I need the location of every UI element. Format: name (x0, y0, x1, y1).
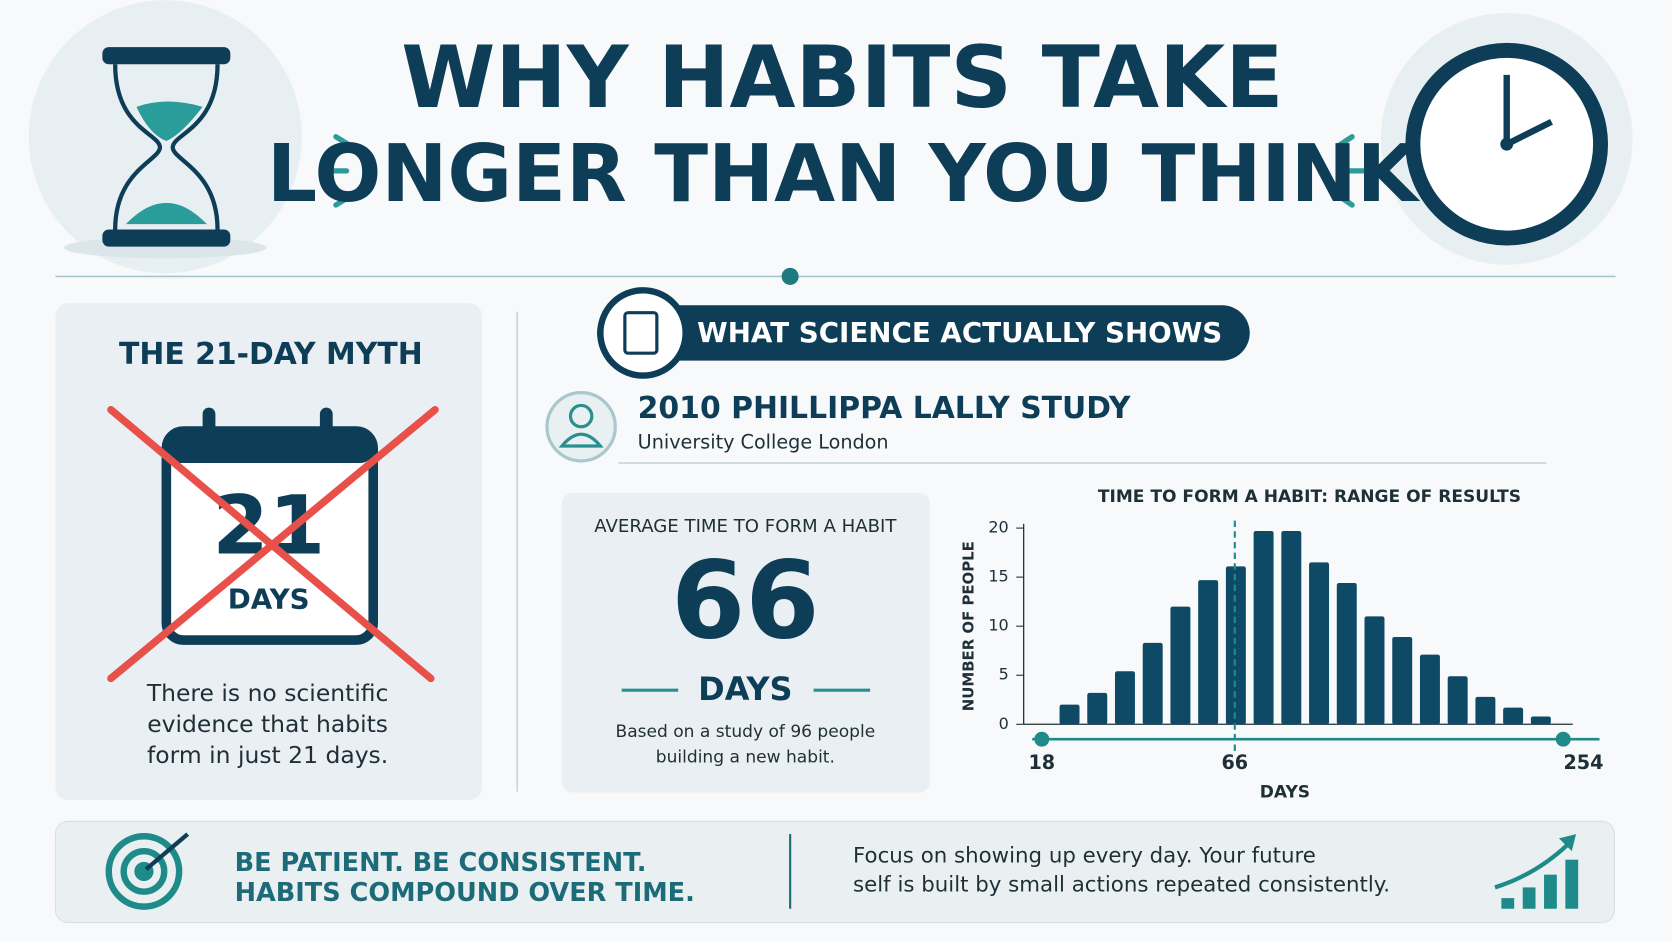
myth-text: There is no scientific (146, 679, 389, 707)
person-icon (558, 432, 604, 448)
target-icon (105, 832, 190, 910)
clipboard-icon (623, 311, 659, 355)
average-card (561, 492, 930, 793)
bar (1336, 583, 1357, 725)
calendar-unit: DAYS (228, 583, 310, 616)
title-line: LONGER THAN YOU THINK (267, 128, 1421, 220)
y-tick-label: 20 (988, 518, 1008, 537)
calendar-number: 21 (212, 480, 325, 574)
footer-headline: HABITS COMPOUND OVER TIME. (235, 878, 695, 908)
bar (1253, 531, 1274, 725)
bar (1447, 676, 1468, 725)
bar (1392, 636, 1413, 725)
growth-icon (1494, 834, 1579, 909)
cross (107, 405, 439, 683)
hourglass-icon (28, 0, 302, 274)
x-marker-label: 66 (1221, 751, 1248, 774)
average-value: 66 (671, 539, 819, 663)
x-marker-label: 254 (1563, 751, 1603, 774)
study-title: 2010 PHILLIPPA LALLY STUDY (638, 391, 1131, 426)
bar (1114, 671, 1135, 725)
y-axis-label: NUMBER OF PEOPLE (959, 541, 977, 711)
bar (1503, 707, 1524, 725)
science-banner-text: WHAT SCIENCE ACTUALLY SHOWS (697, 316, 1222, 349)
y-tick-label: 5 (999, 665, 1009, 684)
title-accents (322, 134, 1366, 208)
clock-icon (1380, 13, 1633, 265)
bar (1419, 654, 1440, 725)
chart-title: TIME TO FORM A HABIT: RANGE OF RESULTS (1098, 487, 1521, 507)
bar (1170, 606, 1191, 725)
title-line: WHY HABITS TAKE (401, 29, 1283, 128)
bar (1281, 531, 1302, 725)
range-dot (1034, 731, 1050, 747)
study-source: University College London (638, 430, 889, 453)
y-tick-label: 15 (988, 567, 1008, 586)
bar (1198, 580, 1219, 725)
average-note: building a new habit. (656, 747, 835, 767)
bar (1475, 696, 1496, 725)
histogram: 0 5 10 15 20 18 66 254 (988, 518, 1603, 775)
bar (1142, 642, 1163, 725)
y-tick-label: 10 (988, 616, 1008, 635)
average-label: AVERAGE TIME TO FORM A HABIT (594, 516, 897, 537)
y-tick-label: 0 (999, 714, 1009, 733)
bar (1087, 692, 1108, 725)
x-axis-label: DAYS (1260, 783, 1310, 803)
myth-title: THE 21-DAY MYTH (119, 337, 423, 372)
person-icon (568, 403, 594, 429)
bar (1530, 716, 1551, 725)
myth-text: form in just 21 days. (147, 741, 388, 769)
myth-text: evidence that habits (147, 710, 388, 738)
footer-headline: BE PATIENT. BE CONSISTENT. (235, 848, 647, 878)
bar (1364, 616, 1385, 725)
bar (1059, 704, 1080, 725)
footer-panel (54, 820, 1615, 924)
footer-text: Focus on showing up every day. Your futu… (853, 844, 1316, 869)
science-banner (597, 305, 1250, 361)
footer-text: self is built by small actions repeated … (853, 872, 1390, 897)
clipboard-icon (597, 287, 689, 379)
average-unit: DAYS (698, 670, 792, 708)
x-marker-label: 18 (1028, 751, 1055, 774)
range-dot (1555, 731, 1571, 747)
average-note: Based on a study of 96 people (616, 722, 876, 742)
bar (1225, 566, 1246, 725)
divider-dot (781, 267, 799, 285)
bar (1309, 562, 1330, 725)
